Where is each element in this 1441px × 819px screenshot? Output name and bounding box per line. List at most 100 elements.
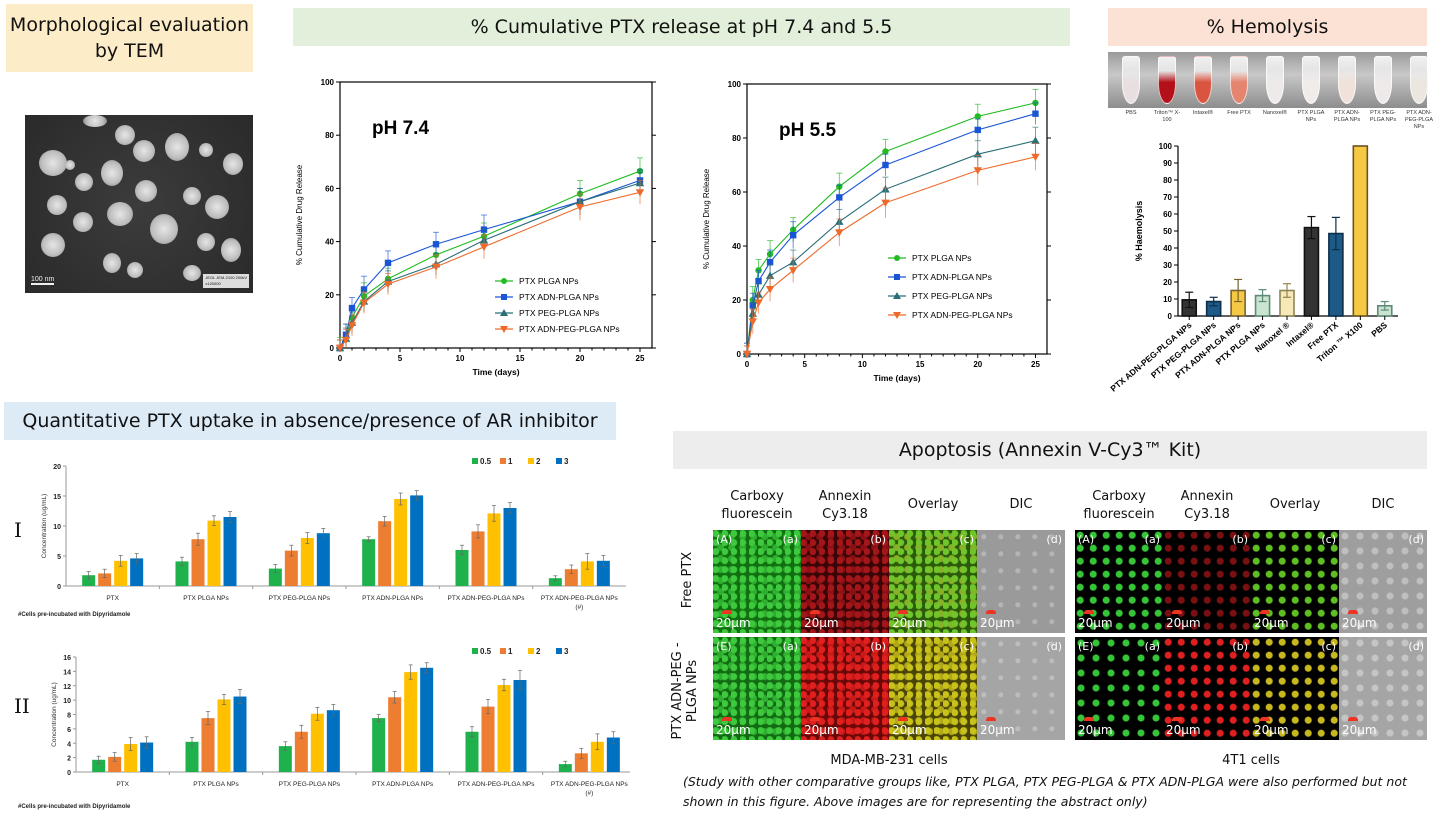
nanoparticle xyxy=(127,262,143,278)
data-point xyxy=(501,294,507,300)
scale-bar-label: 20µm xyxy=(1078,610,1113,630)
data-point xyxy=(479,243,489,252)
panel-tag: (b) xyxy=(870,533,886,546)
scale-bar-label: 20µm xyxy=(1254,610,1289,630)
bar xyxy=(1352,145,1369,317)
data-point xyxy=(748,318,757,326)
nanoparticle xyxy=(73,212,93,232)
bar xyxy=(503,508,517,586)
panel-tag: (b) xyxy=(870,640,886,653)
x-axis-label: Time (days) xyxy=(472,367,519,377)
micrograph-dic-row2: (d) 20µm xyxy=(1339,637,1427,740)
nanoparticle xyxy=(107,202,133,226)
y-axis-label: Concentration (ug/mL) xyxy=(51,682,58,747)
apoptosis-title-text: Apoptosis (Annexin V-Cy3™ Kit) xyxy=(898,439,1202,461)
bar xyxy=(574,753,588,772)
scale-bar-label: 20µm xyxy=(980,610,1015,630)
data-point xyxy=(893,292,901,299)
y-tick-label: 12 xyxy=(63,684,71,691)
micrograph-overlay-row1: (c) 20µm xyxy=(889,530,977,633)
hemolysis-tube xyxy=(1338,56,1356,104)
panel-tag: (E) xyxy=(1078,640,1094,653)
tube-label: Free PTX xyxy=(1227,110,1251,116)
nanoparticle xyxy=(65,160,75,170)
legend-label: PTX PLGA NPs xyxy=(912,253,972,263)
tube-label: Intaxel® xyxy=(1192,110,1214,116)
data-point xyxy=(383,280,393,289)
series-ptx-plga-nps xyxy=(336,157,644,352)
micrograph-annexin-cy3-row1: (b) 20µm xyxy=(1163,530,1251,633)
uptake-footnote-II: #Cells pre-incubated with Dipyridamole xyxy=(18,804,131,810)
y-tick-label: 6 xyxy=(67,727,71,734)
hemolysis-tube xyxy=(1266,56,1284,104)
panel-tag: (c) xyxy=(959,640,974,653)
nanoparticle xyxy=(39,150,67,176)
y-tick-label: 10 xyxy=(1163,295,1172,304)
micrograph-dic-row1: (d) 20µm xyxy=(1339,530,1427,633)
hemolysis-title-text: % Hemolysis xyxy=(1206,16,1329,38)
legend-label: PTX ADN-PLGA NPs xyxy=(912,272,992,282)
tem-title-text: Morphological evaluation by TEM xyxy=(9,14,250,62)
tube-label: Triton™ X-100 xyxy=(1153,110,1181,123)
data-point xyxy=(755,277,762,285)
y-tick-label: 60 xyxy=(732,188,741,197)
nanoparticle xyxy=(183,187,201,205)
y-tick-label: 10 xyxy=(63,698,71,705)
data-point xyxy=(1031,153,1040,162)
bar xyxy=(471,531,485,586)
bar xyxy=(217,699,231,772)
x-tick-label: 15 xyxy=(916,360,925,369)
row-divider xyxy=(713,634,1065,636)
bar xyxy=(326,710,340,772)
x-tick-label: PTX PLGA NPs xyxy=(193,781,239,788)
chart-title: pH 5.5 xyxy=(779,120,836,141)
bar xyxy=(590,741,604,772)
panel-label-I: I xyxy=(14,518,22,542)
data-point xyxy=(1031,136,1040,144)
legend: 0.5 1 2 3 xyxy=(472,647,569,656)
x-tick-label: 15 xyxy=(516,354,525,363)
column-header-overlay: Overlay xyxy=(907,497,959,512)
hemolysis-tubes-photo xyxy=(1108,52,1428,108)
cell-line-label: 4T1 cells xyxy=(1222,753,1280,768)
scale-bar-label: 20µm xyxy=(892,717,927,737)
bar xyxy=(481,706,495,772)
apoptosis-footnote: (Study with other comparative groups lik… xyxy=(683,774,1407,809)
data-point xyxy=(335,344,345,353)
series-ptx-adn-peg-plga-nps xyxy=(742,142,1040,359)
nanoparticle xyxy=(103,253,121,273)
nanoparticle xyxy=(41,233,65,257)
tube-label: PTX PLGA NPs xyxy=(1297,110,1325,123)
tem-scale-bar: 100 nm xyxy=(31,276,55,285)
data-point xyxy=(882,148,889,155)
data-point xyxy=(974,126,981,134)
bar xyxy=(513,680,527,772)
row-header-ptx-adn-peg-plga: PTX ADN-PEG -PLGA NPs xyxy=(670,642,700,740)
hemolysis-tube xyxy=(1302,56,1320,104)
x-tick-label: PTX ADN-PEG-PLGA NPs xyxy=(541,595,619,602)
data-point xyxy=(500,326,508,333)
uptake-section-title: Quantitative PTX uptake in absence/prese… xyxy=(4,402,616,440)
panel-tag: (a) xyxy=(1144,533,1160,546)
panel-tag: (E) xyxy=(716,640,732,653)
nanoparticle xyxy=(165,133,189,161)
panel-tag: (A) xyxy=(1078,533,1095,546)
data-point xyxy=(789,232,797,239)
y-axis-label: % Cumulative Drug Release xyxy=(295,164,304,265)
column-header-carboxyfluorescein: Carboxy fluorescein xyxy=(1083,489,1155,522)
y-tick-label: 15 xyxy=(53,494,61,501)
nanoparticle xyxy=(183,265,201,281)
x-tick-label: PBS xyxy=(1369,320,1389,339)
data-point xyxy=(765,286,775,294)
y-tick-label: 70 xyxy=(1163,193,1172,202)
scale-bar-label: 20µm xyxy=(716,717,751,737)
y-tick-label: 100 xyxy=(1159,142,1173,151)
hemolysis-tube xyxy=(1410,56,1428,104)
legend-label: 3 xyxy=(564,647,569,656)
y-tick-label: 14 xyxy=(63,669,71,676)
y-tick-label: 60 xyxy=(1163,210,1172,219)
y-tick-label: 60 xyxy=(325,184,334,193)
bar xyxy=(233,696,247,772)
legend: PTX PLGA NPs PTX ADN-PLGA NPs PTX PEG-PLGA… xyxy=(888,253,1013,320)
series-ptx-adn-peg-plga-nps xyxy=(335,179,645,353)
